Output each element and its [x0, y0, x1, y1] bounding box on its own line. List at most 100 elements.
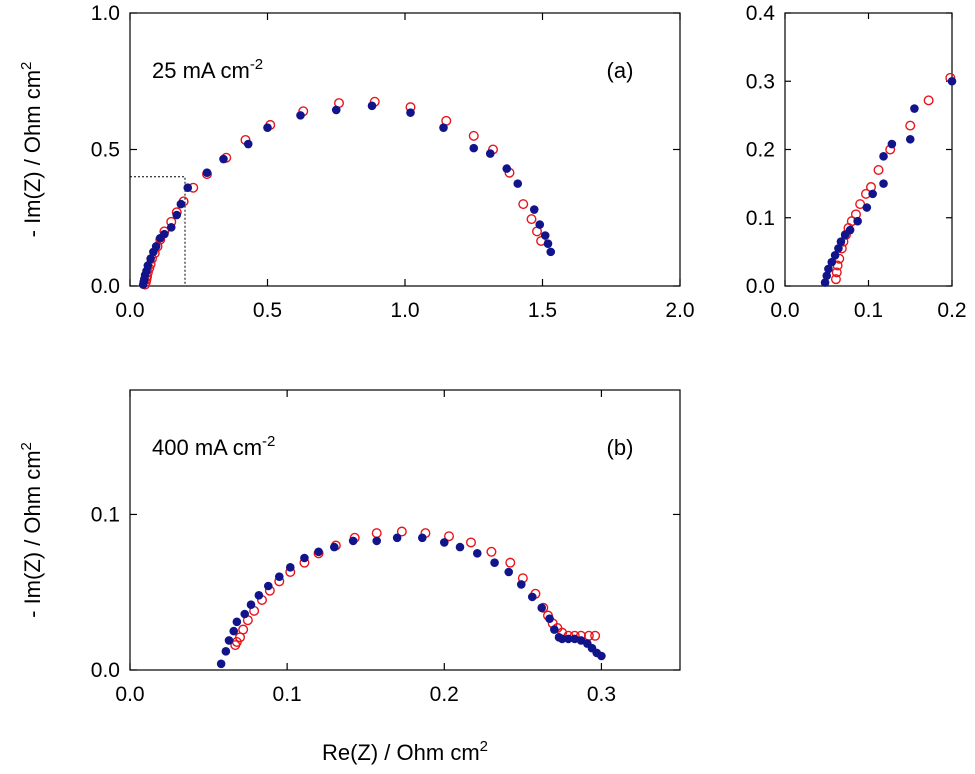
x-tick-label: 0.0 — [770, 299, 799, 322]
data-point-filled — [224, 636, 234, 645]
data-point-open — [831, 267, 842, 278]
y-tick-label: 0.5 — [91, 139, 120, 162]
data-point-filled — [216, 659, 226, 669]
data-point-filled — [151, 242, 161, 251]
y-axis-label-text: - Im(Z) / Ohm cm — [20, 450, 45, 617]
data-point-filled — [824, 264, 833, 274]
zoom-region-box — [130, 176, 186, 286]
data-point-filled — [516, 580, 526, 589]
series-open-red — [140, 96, 547, 290]
panel-a-nyquist-plot: 0.0 0.5 1.0 1.5 2.0 0.0 0.5 1.0 25 mA cm-2 (a) - I… — [18, 2, 695, 322]
data-point-filled — [143, 261, 153, 270]
data-point-filled — [545, 614, 554, 623]
data-point-filled — [455, 542, 465, 552]
annotation-superscript: -2 — [250, 56, 263, 73]
data-point-filled — [202, 168, 212, 178]
data-point-filled — [543, 239, 553, 248]
x-axis-label-text: Re(Z) / Ohm cm — [322, 740, 480, 765]
data-point-open — [873, 164, 884, 175]
y-axis-label-text: - Im(Z) / Ohm cm — [20, 70, 45, 237]
y-tick-label: 1.0 — [91, 2, 120, 25]
current-density-annotation: 25 mA cm-2 — [152, 56, 263, 83]
data-point-filled — [540, 231, 550, 240]
data-point-filled — [285, 563, 295, 572]
y-tick-label: 0.0 — [746, 275, 775, 298]
data-point-filled — [472, 549, 482, 558]
y-axis-label-superscript: 2 — [18, 442, 35, 450]
x-tick-label: 1.5 — [528, 299, 557, 322]
x-tick-label: 0.0 — [115, 299, 144, 322]
data-point-open — [444, 531, 455, 542]
data-point-filled — [822, 271, 832, 281]
data-point-filled — [502, 164, 512, 173]
data-point-filled — [529, 205, 539, 214]
data-point-filled — [263, 123, 272, 132]
data-point-filled — [879, 179, 888, 188]
data-point-filled — [254, 591, 264, 600]
data-point-filled — [537, 603, 547, 613]
data-point-filled — [439, 538, 449, 547]
data-point-filled — [820, 278, 830, 287]
data-point-open — [518, 199, 529, 210]
data-point-filled — [221, 647, 231, 656]
data-point-filled — [417, 533, 427, 543]
data-point-filled — [830, 250, 840, 260]
y-tick-label: 0.1 — [91, 503, 120, 526]
data-point-filled — [331, 105, 341, 115]
data-point-open — [590, 630, 601, 641]
data-point-open — [486, 546, 497, 557]
data-point-filled — [146, 254, 155, 263]
data-point-filled — [229, 626, 239, 636]
data-point-open — [396, 526, 407, 537]
data-point-filled — [469, 143, 479, 153]
y-axis-label: - Im(Z) / Ohm cm2 — [18, 442, 45, 618]
data-point-filled — [868, 189, 877, 199]
data-point-filled — [274, 572, 284, 581]
data-point-filled — [485, 149, 495, 158]
data-point-filled — [348, 536, 358, 546]
x-tick-label: 0.2 — [430, 683, 459, 706]
panel-inset-zoom-plot: 0.0 0.1 0.2 0.0 0.1 0.2 0.3 0.4 — [746, 2, 967, 322]
data-point-filled — [564, 634, 573, 644]
series-filled-blue — [820, 76, 957, 287]
data-point-open — [371, 528, 382, 539]
y-tick-label: 0.1 — [746, 207, 775, 230]
data-point-filled — [166, 223, 176, 232]
x-tick-label: 0.3 — [587, 683, 616, 706]
data-point-filled — [232, 617, 242, 627]
data-point-filled — [504, 567, 514, 577]
y-tick-label: 0.2 — [746, 139, 775, 162]
x-tick-label: 0.1 — [854, 299, 883, 322]
data-point-filled — [834, 244, 843, 253]
x-tick-label: 0.0 — [115, 683, 144, 706]
data-point-filled — [490, 558, 499, 567]
series-open-red — [230, 526, 601, 651]
data-point-open — [238, 624, 249, 635]
data-point-open — [466, 537, 477, 548]
data-point-filled — [879, 152, 888, 161]
data-point-filled — [172, 210, 182, 220]
data-point-filled — [296, 111, 305, 120]
y-tick-label: 0.0 — [91, 275, 120, 298]
annotation-superscript: -2 — [262, 433, 275, 450]
y-tick-label: 0.3 — [746, 70, 775, 93]
data-point-filled — [910, 104, 919, 113]
x-tick-label: 1.0 — [390, 299, 419, 322]
data-point-filled — [597, 651, 606, 661]
data-point-filled — [246, 600, 256, 609]
data-point-filled — [862, 203, 872, 212]
series-open-red — [830, 72, 956, 285]
y-axis-label-superscript: 2 — [18, 62, 35, 70]
plot-frame — [129, 12, 681, 287]
data-point-open — [468, 130, 479, 141]
annotation-text: 400 mA cm — [152, 435, 262, 460]
x-tick-label: 0.5 — [253, 299, 282, 322]
annotation-text: 25 mA cm — [152, 58, 250, 83]
data-point-filled — [546, 247, 556, 257]
data-point-filled — [183, 183, 193, 193]
data-point-filled — [513, 179, 523, 188]
plot-frame — [784, 12, 953, 287]
panel-label: (b) — [607, 435, 634, 460]
data-point-open — [505, 557, 516, 568]
data-point-filled — [329, 542, 339, 552]
